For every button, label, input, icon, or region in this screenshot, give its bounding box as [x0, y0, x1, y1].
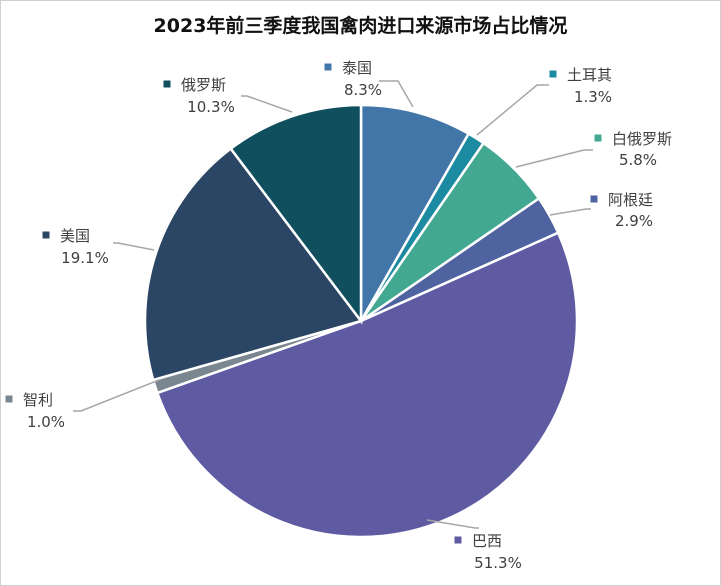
slice-label: 土耳其 [567, 66, 612, 84]
slice-label: 阿根廷 [608, 191, 653, 209]
slice-value-label: 1.3% [574, 88, 612, 106]
slice-value-label: 19.1% [61, 249, 109, 267]
slice-value-label: 1.0% [27, 413, 65, 431]
slice-label: 美国 [60, 227, 90, 245]
slice-label: 巴西 [472, 532, 502, 550]
leader-line [113, 242, 155, 251]
chart-title: 2023年前三季度我国禽肉进口来源市场占比情况 [153, 15, 568, 37]
legend-marker [549, 70, 557, 78]
leader-line [73, 379, 160, 412]
slice-value-label: 8.3% [344, 81, 382, 99]
pie-slice-美国 [143, 146, 364, 382]
slice-label: 智利 [23, 391, 53, 409]
pie-slice-俄罗斯 [229, 103, 363, 325]
slice-value-label: 10.3% [187, 98, 235, 116]
leader-line [549, 208, 591, 216]
slice-label: 白俄罗斯 [612, 130, 672, 148]
leader-line [379, 80, 414, 108]
pie-slice-巴西 [155, 231, 579, 539]
leader-line [241, 95, 293, 113]
legend-marker [590, 195, 598, 203]
legend-marker [594, 134, 602, 142]
legend-marker [324, 63, 332, 71]
slice-value-label: 5.8% [619, 151, 657, 169]
legend-marker [5, 395, 13, 403]
pie-slice-泰国 [359, 103, 471, 326]
slice-label: 俄罗斯 [181, 76, 226, 94]
slice-value-label: 2.9% [615, 212, 653, 230]
leader-line [476, 84, 549, 136]
legend-marker [454, 536, 462, 544]
legend-marker [42, 231, 50, 239]
slice-value-label: 51.3% [474, 554, 522, 572]
slice-label: 泰国 [342, 59, 372, 77]
leader-line [426, 519, 479, 529]
legend-marker [163, 80, 171, 88]
leader-line [515, 149, 593, 168]
